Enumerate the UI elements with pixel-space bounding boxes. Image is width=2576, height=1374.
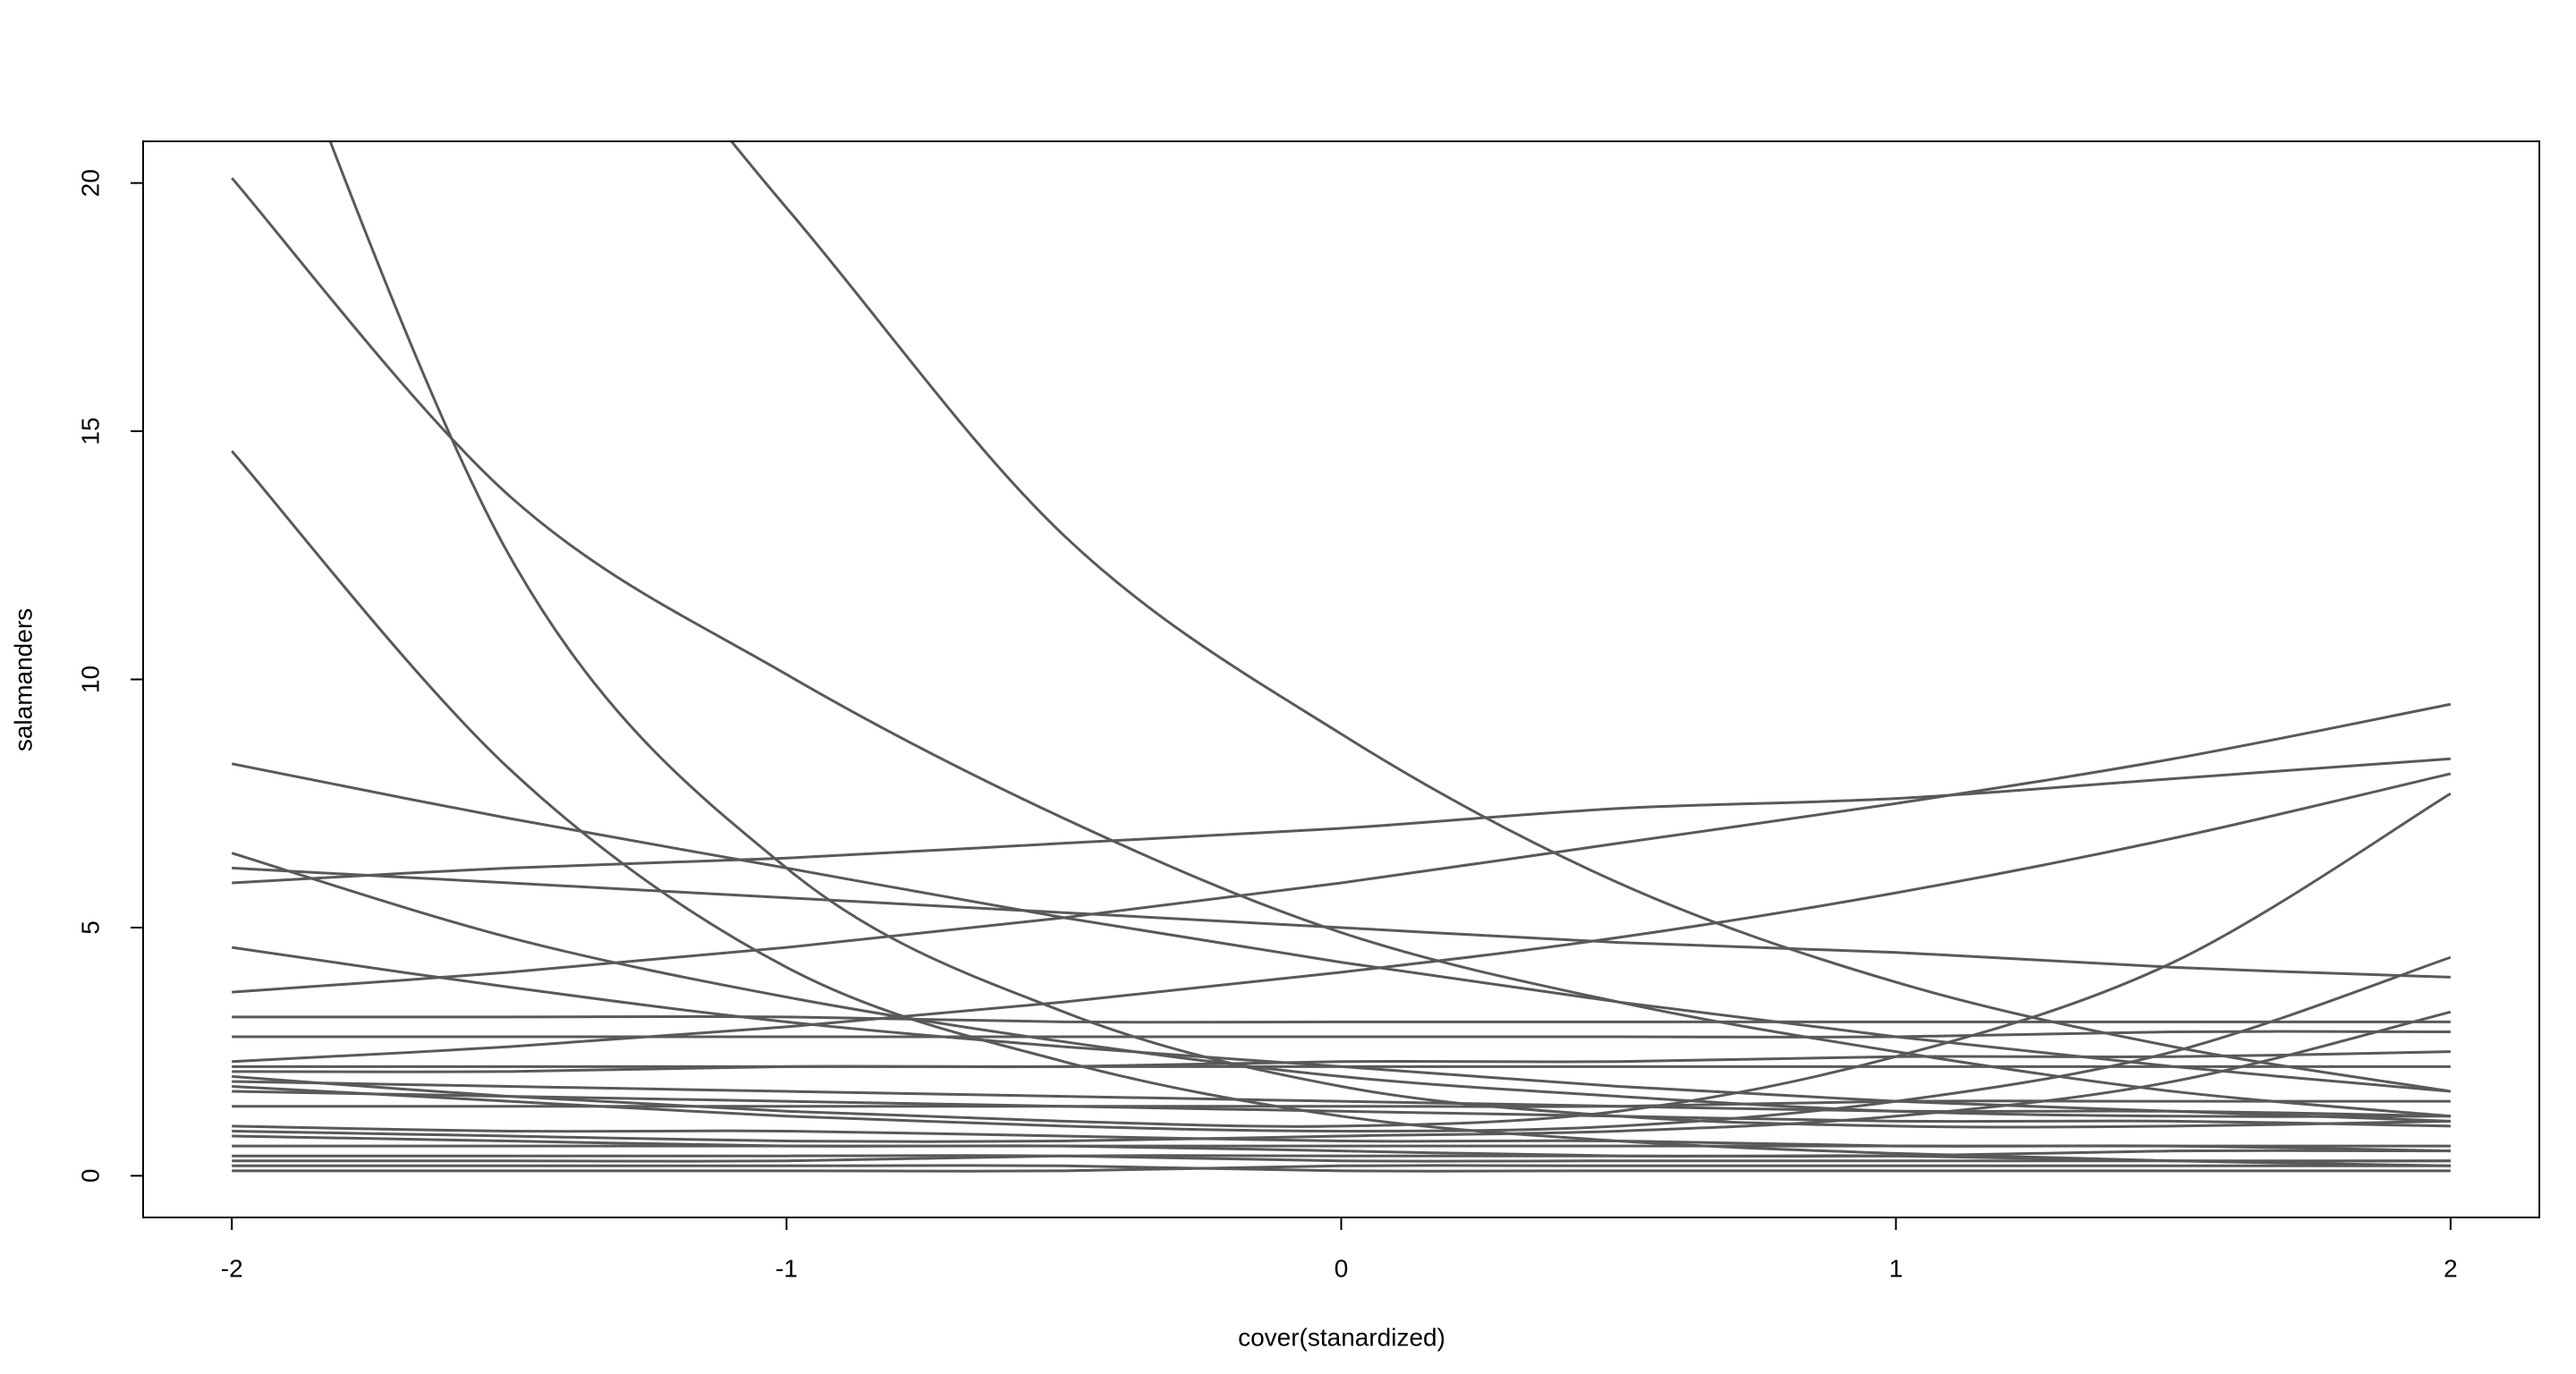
x-axis-label: cover(stanardized) [1238, 1323, 1445, 1351]
series-line [232, 1154, 2451, 1163]
series-line [232, 1050, 2451, 1073]
series-line [232, 1164, 2451, 1173]
series-line [232, 866, 2451, 979]
series-line [232, 1164, 2451, 1173]
series-line [232, 1149, 2451, 1163]
series-line [232, 702, 2452, 994]
x-tick-label: 2 [2444, 1254, 2458, 1282]
x-tick-label: 0 [1335, 1254, 1349, 1282]
y-tick-label: 10 [76, 666, 104, 693]
series-line [232, 792, 2452, 1128]
x-tick-label: 1 [1889, 1254, 1903, 1282]
x-tick-label: -2 [221, 1254, 243, 1282]
y-axis-label: salamanders [9, 608, 37, 751]
series-line [232, 1134, 2451, 1163]
series-line [232, 757, 2451, 885]
series-line [232, 1080, 2451, 1118]
x-tick-label: -1 [775, 1254, 798, 1282]
series-line [231, 852, 2451, 1118]
y-tick-label: 0 [76, 1169, 104, 1183]
series-line [232, 1030, 2451, 1039]
series-line [232, 1014, 2451, 1024]
series-line [232, 1010, 2452, 1143]
series-line [231, 177, 2451, 1118]
series-line [232, 1099, 2451, 1108]
y-tick-label: 5 [76, 920, 104, 935]
y-tick-label: 20 [76, 169, 104, 197]
y-tick-label: 15 [76, 417, 104, 445]
series-line [232, 772, 2452, 1064]
plot-lines [231, 141, 2452, 1173]
series-line [232, 1090, 2451, 1128]
